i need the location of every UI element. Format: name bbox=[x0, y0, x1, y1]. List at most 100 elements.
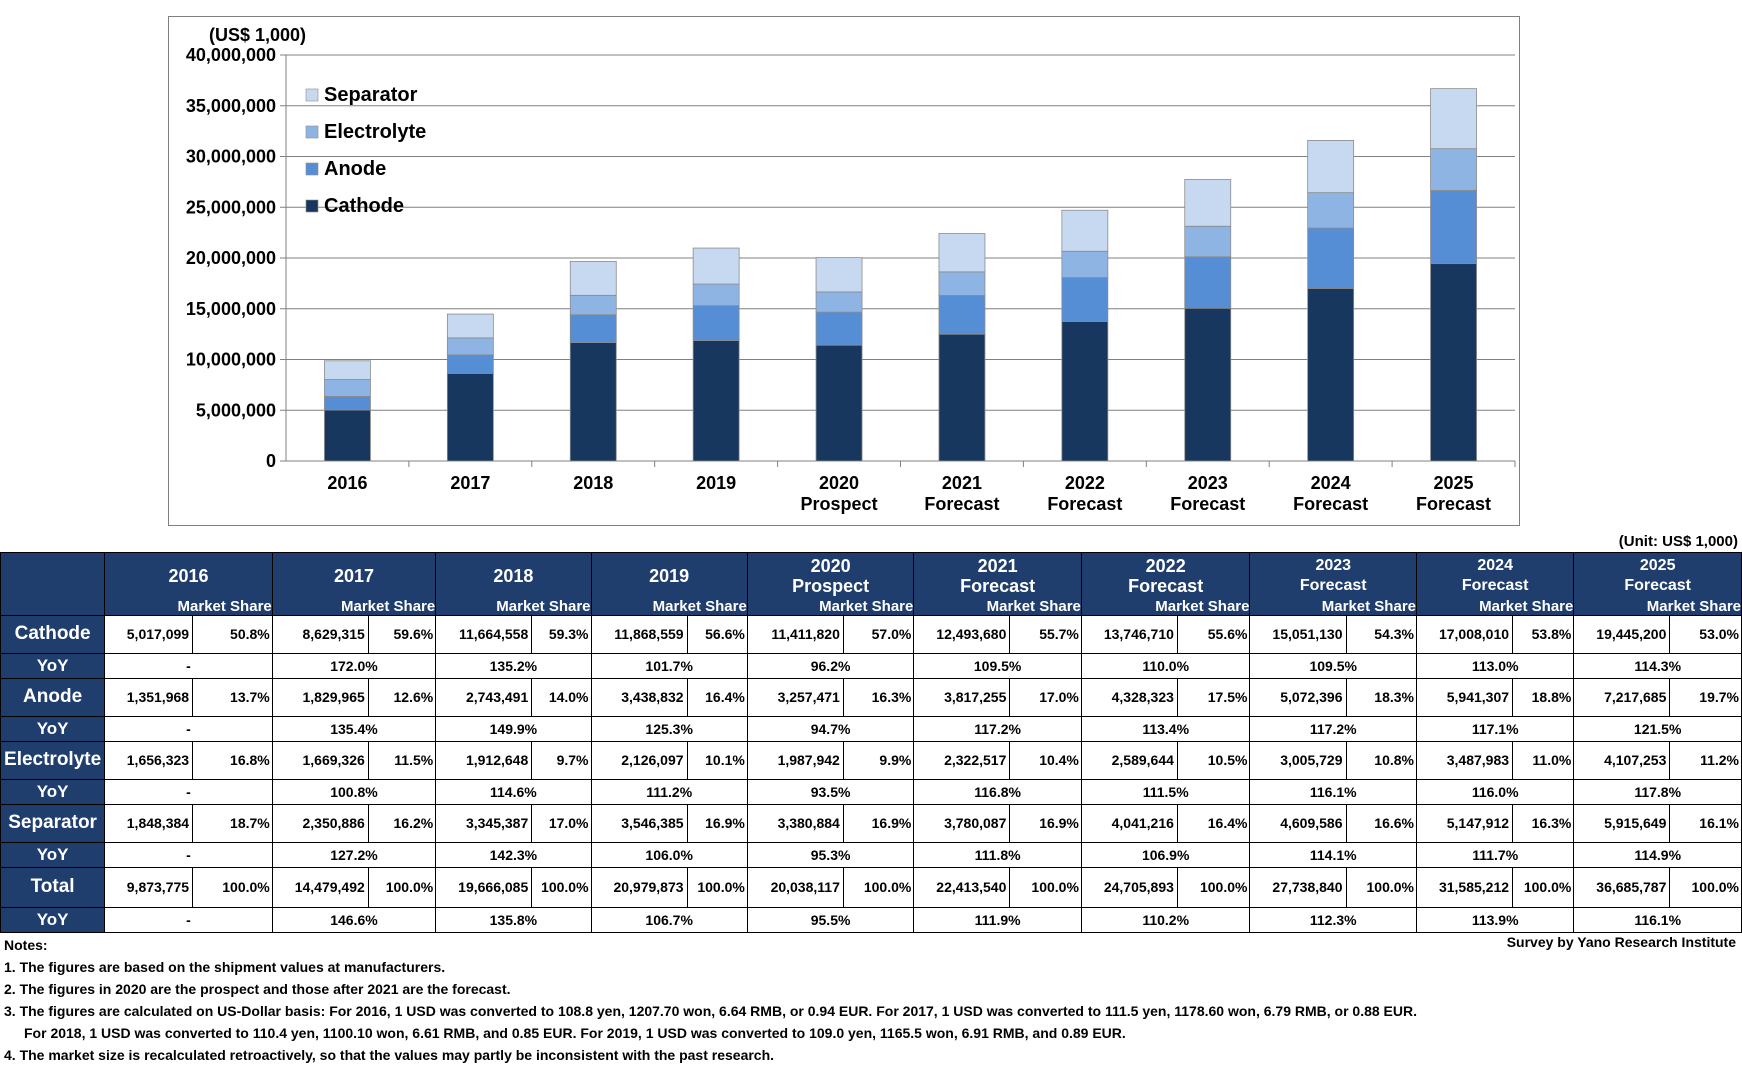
yoy-cell: 121.5% bbox=[1573, 715, 1742, 742]
bar-cathode-2021 bbox=[938, 333, 986, 462]
bar-separator-2021 bbox=[938, 233, 986, 273]
year-header-type: Forecast bbox=[1299, 576, 1367, 594]
yoy-cell: 117.1% bbox=[1415, 715, 1575, 742]
yoy-cell: 117.2% bbox=[1249, 715, 1417, 742]
share-cell: 16.2% bbox=[367, 803, 437, 843]
bar-separator-2020 bbox=[815, 257, 863, 293]
year-header-year: 2023 bbox=[1315, 556, 1352, 574]
value-cell: 3,380,884 bbox=[746, 803, 844, 843]
yoy-cell: 114.3% bbox=[1573, 652, 1742, 679]
year-header: 2021 Forecast bbox=[913, 552, 1082, 599]
value-cell: 20,979,873 bbox=[590, 866, 688, 908]
yoy-cell: 106.0% bbox=[590, 841, 748, 868]
bar-cathode-2018 bbox=[569, 342, 617, 462]
share-cell: 9.9% bbox=[842, 740, 915, 780]
table-unit-note: (Unit: US$ 1,000) bbox=[1618, 533, 1738, 550]
bar-separator-2024 bbox=[1307, 140, 1355, 194]
yoy-cell: - bbox=[104, 778, 273, 805]
yoy-cell: 94.7% bbox=[746, 715, 915, 742]
market-share-header: Market Share bbox=[1080, 598, 1251, 616]
value-cell: 15,051,130 bbox=[1249, 614, 1347, 654]
yoy-cell: 101.7% bbox=[590, 652, 748, 679]
y-tick-label: 15,000,000 bbox=[186, 299, 276, 319]
value-cell: 3,005,729 bbox=[1249, 740, 1347, 780]
yoy-label: YoY bbox=[0, 715, 106, 742]
share-cell: 16.3% bbox=[1512, 803, 1575, 843]
table-row: Separator 1,848,384 18.7% 2,350,886 16.2% 3,3… bbox=[0, 803, 1742, 843]
legend-label-anode: Anode bbox=[324, 158, 386, 180]
value-cell: 1,848,384 bbox=[104, 803, 194, 843]
share-cell: 18.8% bbox=[1512, 677, 1575, 717]
note-line: 3. The figures are calculated on US-Doll… bbox=[4, 1003, 1418, 1019]
yoy-cell: 135.2% bbox=[435, 652, 592, 679]
row-label-separator: Separator bbox=[0, 803, 106, 843]
share-cell: 18.7% bbox=[192, 803, 273, 843]
yoy-cell: 114.9% bbox=[1573, 841, 1742, 868]
bar-electrolyte-2016 bbox=[324, 379, 371, 397]
x-category-label: Forecast bbox=[924, 494, 999, 514]
value-cell: 17,008,010 bbox=[1415, 614, 1514, 654]
share-cell: 56.6% bbox=[686, 614, 748, 654]
bar-electrolyte-2021 bbox=[938, 271, 986, 296]
share-cell: 16.6% bbox=[1345, 803, 1417, 843]
yoy-cell: 95.3% bbox=[746, 841, 915, 868]
share-cell: 100.0% bbox=[1512, 866, 1575, 908]
year-header: 2025 Forecast bbox=[1573, 552, 1742, 599]
legend-label-separator: Separator bbox=[324, 84, 418, 106]
note-line: For 2018, 1 USD was converted to 110.4 y… bbox=[24, 1025, 1126, 1041]
year-header: 2016 bbox=[104, 552, 273, 599]
bar-anode-2021 bbox=[938, 295, 986, 335]
x-category-label: Forecast bbox=[1293, 494, 1368, 514]
share-cell: 17.0% bbox=[531, 803, 592, 843]
legend-swatch-separator bbox=[305, 88, 319, 102]
y-tick-label: 0 bbox=[266, 451, 276, 471]
year-header: 2022 Forecast bbox=[1080, 552, 1251, 599]
table-yoy-row: YoY -127.2% 142.3% 106.0% 95.3% 111.8% 106.9% 1… bbox=[0, 841, 1742, 868]
value-cell: 2,589,644 bbox=[1080, 740, 1178, 780]
value-cell: 11,411,820 bbox=[746, 614, 844, 654]
bar-separator-2025 bbox=[1430, 88, 1477, 150]
bar-cathode-2025 bbox=[1430, 263, 1477, 462]
bar-anode-2016 bbox=[324, 395, 371, 411]
value-cell: 27,738,840 bbox=[1249, 866, 1347, 908]
share-cell: 100.0% bbox=[1345, 866, 1417, 908]
value-cell: 1,669,326 bbox=[271, 740, 369, 780]
yoy-cell: 114.6% bbox=[435, 778, 592, 805]
value-cell: 4,328,323 bbox=[1080, 677, 1178, 717]
yoy-cell: 111.5% bbox=[1080, 778, 1251, 805]
value-cell: 9,873,775 bbox=[104, 866, 194, 908]
market-share-header: Market Share bbox=[1415, 598, 1575, 616]
value-cell: 5,017,099 bbox=[104, 614, 194, 654]
year-header-type: Forecast bbox=[1128, 575, 1204, 596]
bar-separator-2022 bbox=[1061, 209, 1109, 252]
x-category-label: 2018 bbox=[573, 473, 613, 493]
legend-label-electrolyte: Electrolyte bbox=[324, 121, 426, 143]
yoy-cell: - bbox=[104, 841, 273, 868]
bar-electrolyte-2023 bbox=[1184, 225, 1232, 258]
value-cell: 13,746,710 bbox=[1080, 614, 1178, 654]
yoy-cell: 125.3% bbox=[590, 715, 748, 742]
yoy-cell: 106.9% bbox=[1080, 841, 1251, 868]
notes-heading: Notes: bbox=[4, 937, 48, 953]
year-header-year: 2019 bbox=[649, 565, 690, 586]
chart-frame: 0 5,000,000 10,000,000 15,000,000 20,000,000… bbox=[168, 16, 1520, 526]
table-corner bbox=[0, 552, 106, 616]
bar-anode-2020 bbox=[815, 311, 863, 346]
share-cell: 55.7% bbox=[1009, 614, 1082, 654]
value-cell: 14,479,492 bbox=[271, 866, 369, 908]
bar-cathode-2024 bbox=[1307, 287, 1355, 462]
bar-electrolyte-2020 bbox=[815, 291, 863, 313]
table-yoy-row: YoY -100.8% 114.6% 111.2% 93.5% 116.8% 111.5% 1… bbox=[0, 778, 1742, 805]
bar-anode-2023 bbox=[1184, 256, 1232, 309]
table-yoy-row: YoY -135.4% 149.9% 125.3% 94.7% 117.2% 113.4% 1… bbox=[0, 715, 1742, 742]
share-cell: 16.1% bbox=[1669, 803, 1742, 843]
x-category-label: 2019 bbox=[696, 473, 736, 493]
x-category-label: 2022 bbox=[1065, 473, 1105, 493]
notes: Notes: 1. The figures are based on the s… bbox=[4, 934, 1417, 1066]
yoy-cell: 111.7% bbox=[1415, 841, 1575, 868]
yoy-cell: 135.8% bbox=[435, 906, 592, 933]
share-cell: 100.0% bbox=[686, 866, 748, 908]
yoy-label: YoY bbox=[0, 778, 106, 805]
yoy-cell: 172.0% bbox=[271, 652, 437, 679]
row-label-cathode: Cathode bbox=[0, 614, 106, 654]
